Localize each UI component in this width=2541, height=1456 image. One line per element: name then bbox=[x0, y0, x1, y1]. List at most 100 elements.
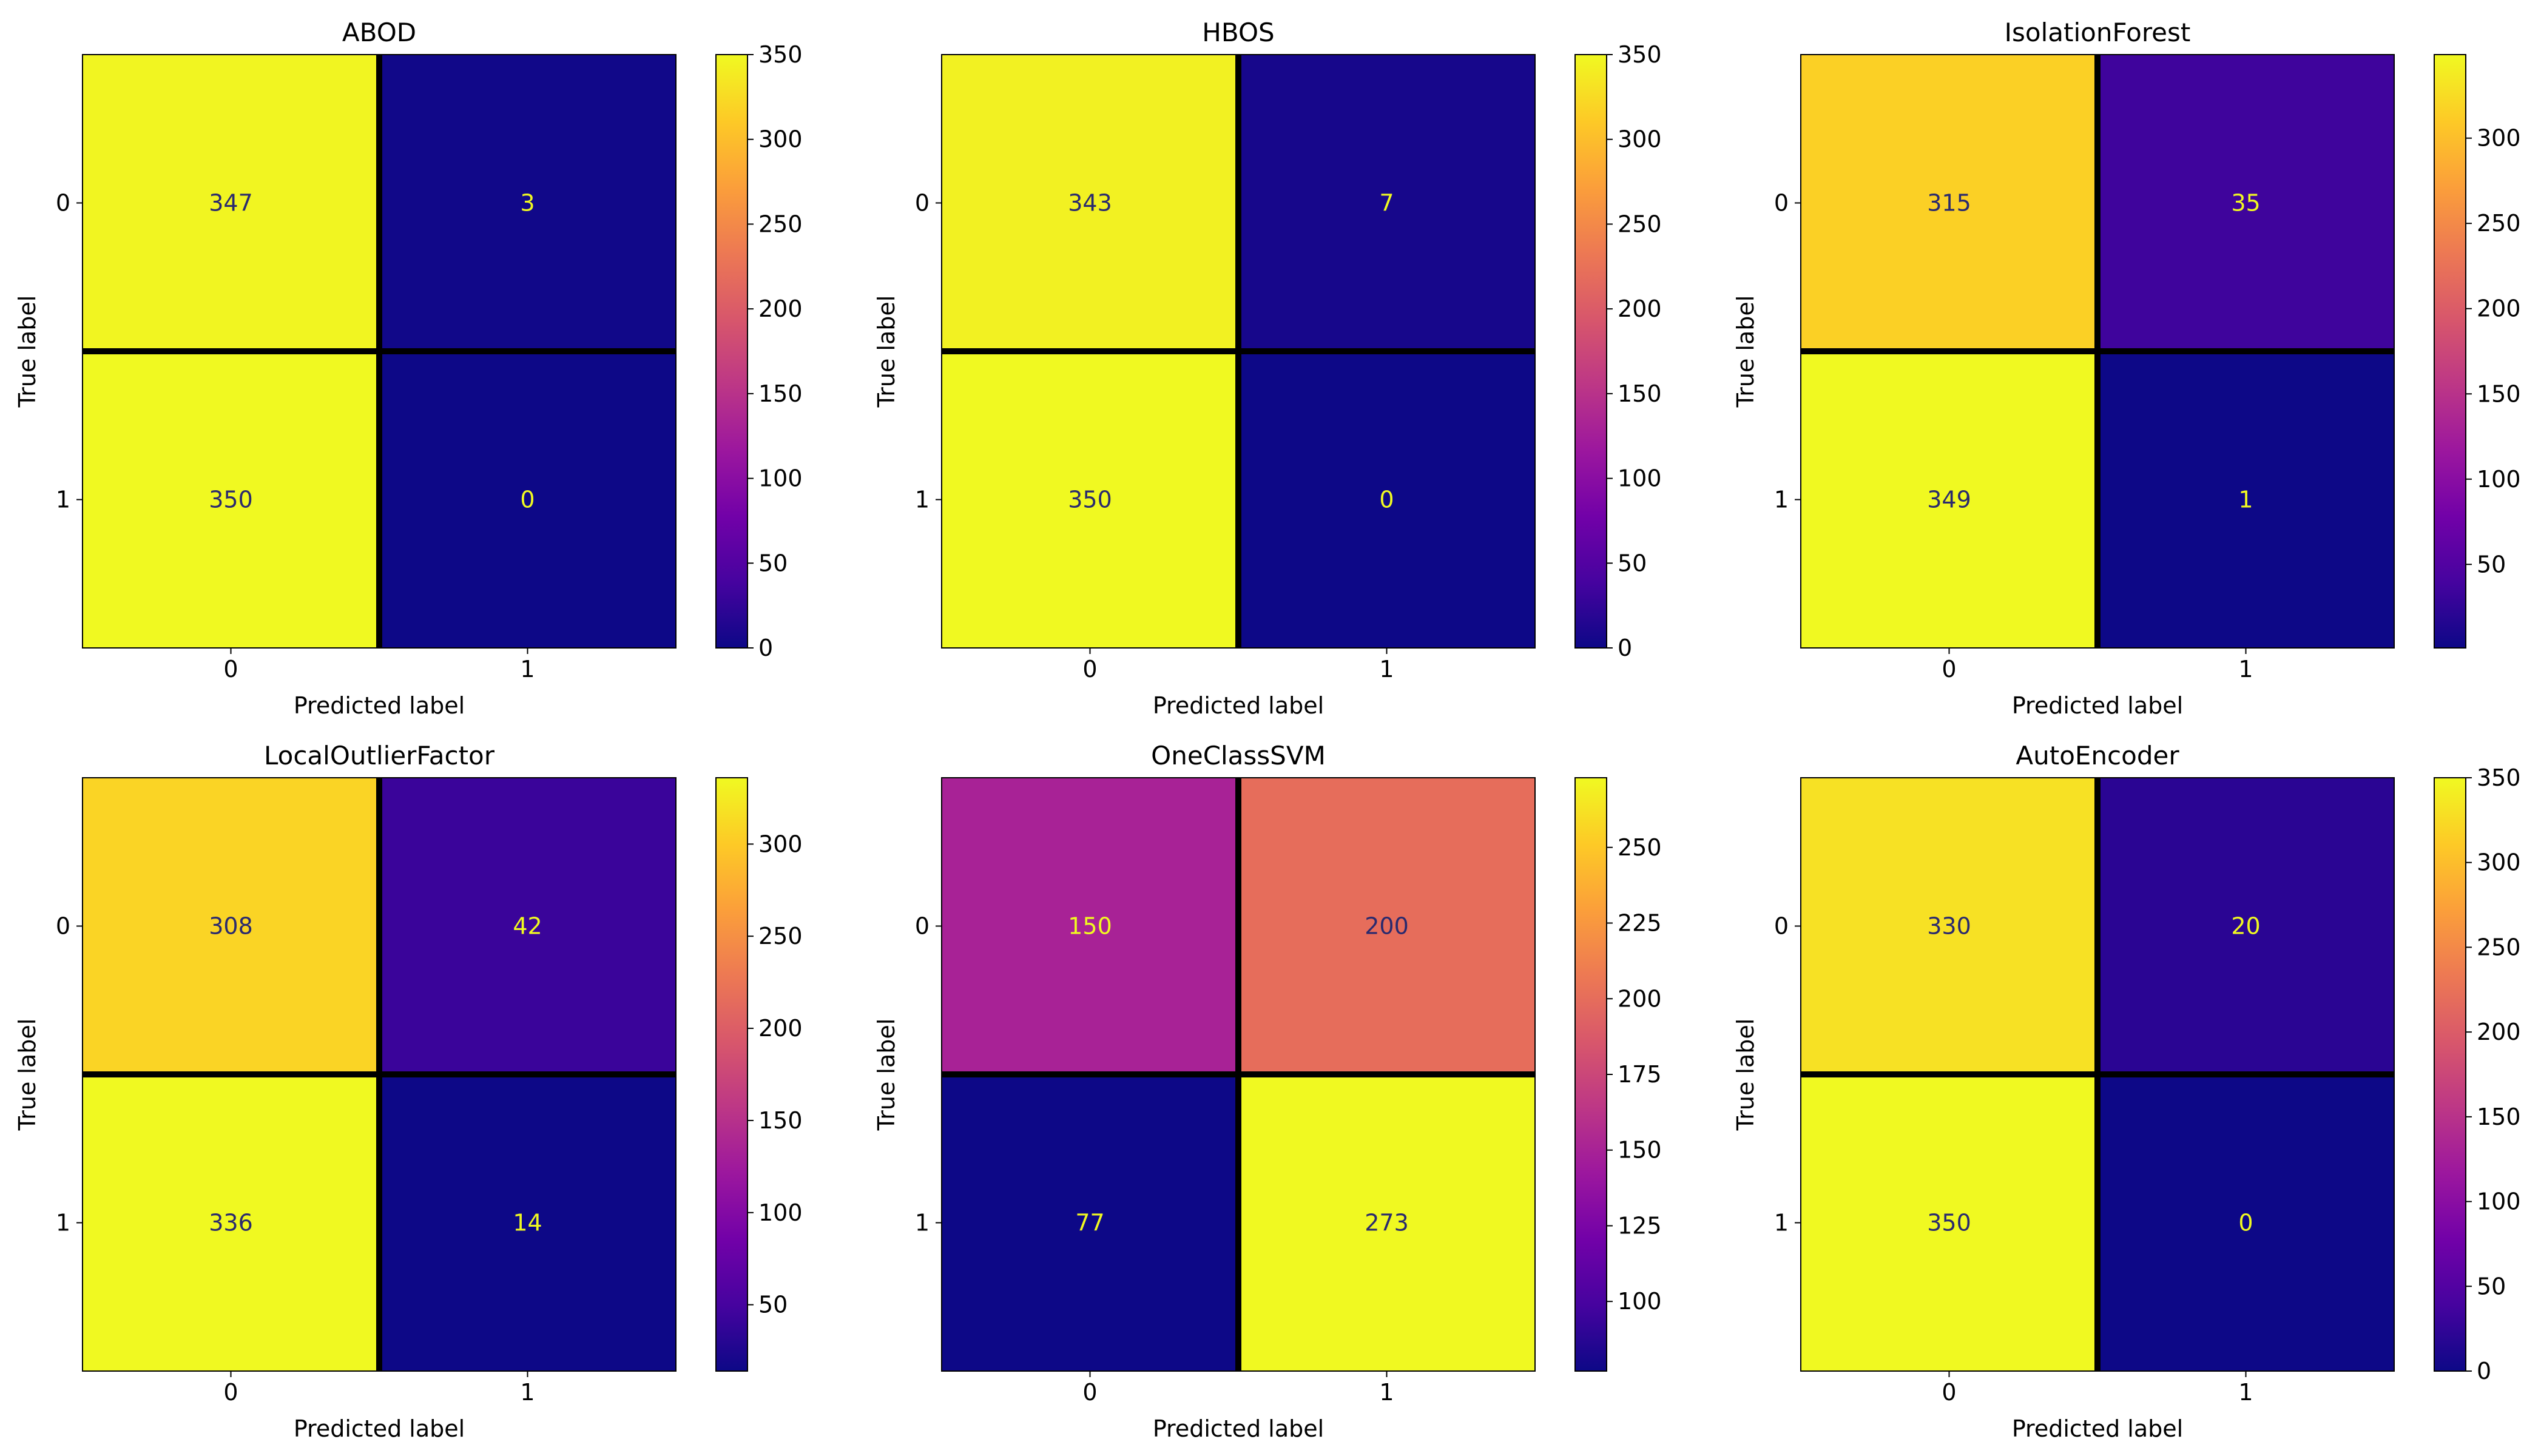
colorbar-tick-label: 100 bbox=[758, 1199, 803, 1226]
colorbar-tick-label: 250 bbox=[2477, 934, 2521, 960]
heatmap-cell bbox=[2097, 778, 2394, 1074]
heatmap-cell bbox=[379, 351, 676, 648]
colorbar-tick-label: 250 bbox=[2477, 210, 2521, 237]
y-tick-label: 1 bbox=[1774, 487, 1789, 513]
colorbar-tick-label: 100 bbox=[2477, 466, 2521, 493]
heatmap-frame bbox=[82, 54, 677, 649]
y-tick-label: 1 bbox=[915, 487, 930, 513]
panel-autoencoder: AutoEncoder 330 20 350 0 0 1 0 1 Predicted label T… bbox=[1732, 741, 2521, 1442]
y-tick-label: 0 bbox=[1774, 190, 1789, 217]
colorbar-tick-label: 250 bbox=[1618, 834, 1662, 861]
colorbar-tick-label: 300 bbox=[758, 126, 803, 153]
colorbar-tick-label: 125 bbox=[1618, 1212, 1662, 1239]
heatmap-cell bbox=[1238, 351, 1535, 648]
colorbar bbox=[2434, 54, 2466, 649]
colorbar-tick-label: 200 bbox=[1618, 985, 1662, 1012]
y-tick-label: 0 bbox=[1774, 913, 1789, 940]
chart-title: LocalOutlierFactor bbox=[264, 741, 495, 770]
x-tick-label: 0 bbox=[1942, 656, 1956, 682]
colorbar bbox=[715, 54, 748, 649]
colorbar-tick-label: 150 bbox=[2477, 380, 2521, 407]
heatmap-cell bbox=[1801, 351, 2097, 648]
x-tick-label: 1 bbox=[2238, 656, 2253, 682]
cell-value-label: 349 bbox=[1927, 487, 1971, 513]
heatmap-cell bbox=[1801, 778, 2097, 1074]
colorbar-tick-label: 150 bbox=[1618, 1137, 1662, 1164]
colorbar-tick-label: 0 bbox=[758, 635, 773, 661]
cell-value-label: 350 bbox=[1068, 487, 1112, 513]
colorbar-tick-label: 50 bbox=[758, 550, 788, 576]
heatmap-cell bbox=[942, 778, 1238, 1074]
x-axis-label: Predicted label bbox=[1153, 1415, 1324, 1442]
heatmap-frame bbox=[941, 777, 1536, 1372]
colorbar-tick-label: 300 bbox=[758, 831, 803, 857]
colorbar-tick-label: 150 bbox=[2477, 1104, 2521, 1130]
heatmap-cell bbox=[2097, 55, 2394, 351]
heatmap-cell bbox=[942, 1074, 1238, 1371]
x-tick-label: 1 bbox=[1379, 1379, 1394, 1406]
cell-value-label: 0 bbox=[1379, 487, 1394, 513]
heatmap-frame bbox=[1800, 54, 2395, 649]
heatmap-cell bbox=[942, 351, 1238, 648]
x-tick-label: 1 bbox=[520, 656, 535, 682]
colorbar-tick-label: 200 bbox=[1618, 295, 1662, 322]
colorbar-tick-label: 225 bbox=[1618, 910, 1662, 937]
panel-oneclasssvm: OneClassSVM 150 200 77 273 0 1 0 1 Predicted labe… bbox=[873, 741, 1662, 1442]
heatmap-cell bbox=[83, 55, 379, 351]
colorbar-tick-label: 200 bbox=[2477, 1019, 2521, 1045]
chart-title: OneClassSVM bbox=[1151, 741, 1326, 770]
heatmap-cell bbox=[83, 1074, 379, 1371]
panel-abod: ABOD 347 3 350 0 0 1 0 1 Predicted label True labe… bbox=[14, 18, 803, 719]
colorbar-tick-label: 300 bbox=[1618, 126, 1662, 153]
x-axis-label: Predicted label bbox=[2012, 1415, 2183, 1442]
colorbar-tick-label: 50 bbox=[758, 1292, 788, 1318]
colorbar-tick-label: 350 bbox=[2477, 764, 2521, 791]
y-tick-label: 0 bbox=[56, 913, 70, 940]
x-tick-label: 0 bbox=[1082, 656, 1097, 682]
colorbar-tick-label: 50 bbox=[2477, 1273, 2506, 1299]
y-axis-label: True label bbox=[1732, 295, 1759, 408]
colorbar-tick-label: 200 bbox=[758, 1015, 803, 1042]
cell-value-label: 3 bbox=[520, 190, 535, 217]
y-tick-label: 1 bbox=[56, 1210, 70, 1236]
cell-value-label: 336 bbox=[209, 1210, 253, 1236]
heatmap-frame bbox=[1800, 777, 2395, 1372]
colorbar-tick-label: 100 bbox=[1618, 465, 1662, 492]
colorbar bbox=[715, 777, 748, 1372]
chart-title: AutoEncoder bbox=[2016, 741, 2179, 770]
y-tick-label: 0 bbox=[915, 913, 930, 940]
cell-value-label: 350 bbox=[209, 487, 253, 513]
heatmap-cell bbox=[2097, 351, 2394, 648]
colorbar-tick-label: 150 bbox=[1618, 380, 1662, 407]
colorbar-tick-label: 50 bbox=[1618, 550, 1647, 576]
panel-hbos: HBOS 343 7 350 0 0 1 0 1 Predicted label True labe… bbox=[873, 18, 1662, 719]
y-tick-label: 0 bbox=[56, 190, 70, 217]
x-tick-label: 0 bbox=[1942, 1379, 1956, 1406]
y-axis-label: True label bbox=[1732, 1019, 1759, 1131]
cell-value-label: 273 bbox=[1365, 1210, 1409, 1236]
cell-value-label: 0 bbox=[520, 487, 535, 513]
y-axis-label: True label bbox=[14, 1019, 41, 1131]
heatmap-frame bbox=[941, 54, 1536, 649]
colorbar-tick-label: 200 bbox=[2477, 295, 2521, 322]
colorbar-tick-label: 250 bbox=[758, 923, 803, 949]
cell-value-label: 14 bbox=[513, 1210, 542, 1236]
colorbar-tick-label: 0 bbox=[1618, 635, 1632, 661]
x-tick-label: 0 bbox=[223, 656, 238, 682]
chart-title: ABOD bbox=[342, 18, 416, 47]
x-tick-label: 1 bbox=[2238, 1379, 2253, 1406]
cell-value-label: 77 bbox=[1075, 1210, 1104, 1236]
x-tick-label: 1 bbox=[1379, 656, 1394, 682]
heatmap-cell bbox=[379, 1074, 676, 1371]
cell-value-label: 1 bbox=[2238, 487, 2253, 513]
heatmap-cell bbox=[379, 778, 676, 1074]
heatmap-cell bbox=[1238, 1074, 1535, 1371]
colorbar-tick-label: 150 bbox=[758, 380, 803, 407]
cell-value-label: 308 bbox=[209, 913, 253, 940]
colorbar-tick-label: 250 bbox=[1618, 211, 1662, 237]
x-tick-label: 0 bbox=[223, 1379, 238, 1406]
cell-value-label: 0 bbox=[2238, 1210, 2253, 1236]
chart-title: IsolationForest bbox=[2005, 18, 2191, 47]
cell-value-label: 343 bbox=[1068, 190, 1112, 217]
